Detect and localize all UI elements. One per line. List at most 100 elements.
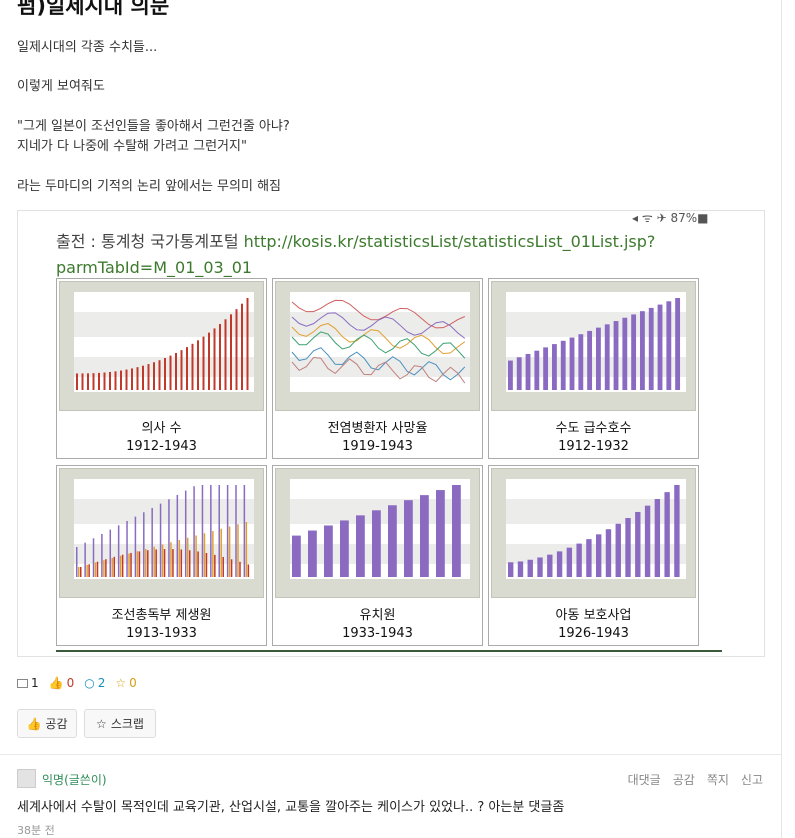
thumbnail-bar — [111, 558, 114, 577]
thumbnail-bar — [224, 319, 227, 390]
thumbnail-bar — [81, 373, 84, 390]
chart-thumbnail — [491, 468, 696, 598]
thumbnail-bar — [161, 544, 164, 577]
thumbnail-bar — [622, 317, 628, 390]
comment-actions: 대댓글 공감 쪽지 신고 — [628, 771, 763, 788]
post-line: 라는 두마디의 기적의 논리 앞에서는 무의미 해짐 — [17, 179, 281, 194]
thumbnail-bar — [247, 564, 250, 577]
comment-icon: ○ — [84, 676, 95, 690]
thumbnail-bar — [452, 485, 461, 577]
thumbnail-bar — [92, 373, 95, 390]
thumbnail-bar — [136, 367, 139, 390]
thumbnail-bar — [640, 311, 645, 390]
thumbnail-bar — [657, 304, 663, 390]
thumbnail-bar — [103, 372, 106, 390]
source-url-cont: parmTabId=M_01_03_01 — [56, 258, 253, 277]
thumbnail-bar — [126, 520, 128, 577]
plot-band — [290, 312, 470, 337]
thumbnail-bar — [125, 369, 128, 390]
thumbnail-bar — [388, 505, 397, 577]
chart-thumbnail — [59, 281, 264, 411]
comment-count: ○ 2 — [84, 676, 105, 690]
post-stats: 1 👍 0 ○ 2 ☆ 0 — [17, 676, 137, 690]
phone-status-bar: ◂ ᯤ ✈ 87%■ — [632, 211, 709, 225]
thumbnail-bar — [243, 485, 246, 577]
thumbnail-bar — [587, 330, 593, 390]
thumbnail-bar — [569, 337, 575, 390]
thumbnail-bar — [516, 357, 522, 390]
thumbnail-bar — [138, 551, 141, 577]
thumbnail-bar — [560, 340, 566, 390]
thumbnail-bar — [134, 516, 137, 577]
thumbnail-bar — [191, 343, 194, 390]
thumbnail-line — [291, 347, 466, 381]
thumbnail-bar — [101, 533, 103, 577]
thumbnail-bar — [635, 511, 641, 577]
thumbnail-bar — [664, 492, 670, 577]
thumbnail-line — [291, 322, 466, 355]
thumbnail-bar — [201, 485, 204, 577]
thumbnail-bar — [193, 486, 195, 577]
thumbnail-bar — [324, 525, 333, 577]
thumbnail-bar — [86, 564, 88, 577]
thumbnail-line — [291, 312, 466, 339]
embedded-screenshot: ◂ ᯤ ✈ 87%■ 출전 : 통계청 국가통계포털 http://kosis.… — [17, 210, 765, 657]
thumbnail-bar — [203, 533, 206, 577]
thumbnail-bar — [151, 507, 153, 577]
thumbnail-bar — [164, 358, 166, 390]
thumbnail-bar — [105, 559, 107, 577]
thumbnail-bar — [128, 553, 130, 577]
thumbnail-bar — [340, 520, 349, 577]
thumbnail-bar — [237, 524, 239, 577]
thumbnail-bar — [147, 364, 150, 390]
thumbnail-bar — [213, 328, 216, 390]
thumbnail-bar — [143, 512, 145, 577]
thumbnail-bar — [625, 518, 631, 577]
thumbnail-bar — [197, 551, 199, 577]
thumbnail-bar — [121, 554, 124, 577]
thumbnail-bar — [596, 534, 602, 577]
thumbs-up-icon: 👍 — [48, 676, 64, 690]
thumbnail-bar — [84, 542, 86, 577]
thumbnail-bar — [136, 551, 139, 577]
thumbnail-bar — [119, 555, 122, 577]
like-count-value: 0 — [66, 676, 75, 690]
thumbnail-bar — [214, 554, 216, 577]
thumbnail-bar — [644, 505, 651, 577]
reply-link[interactable]: 대댓글 — [627, 773, 661, 787]
thumbnail-bar — [158, 360, 161, 390]
thumbnail-bar — [175, 352, 177, 390]
comment-empathy-link[interactable]: 공감 — [672, 773, 695, 787]
thumbnail-bar — [527, 559, 533, 577]
thumbnail-bar — [226, 485, 229, 577]
thumbnail-bar — [163, 549, 166, 577]
thumbnail-bar — [98, 372, 100, 390]
thumbnail-bar — [109, 529, 112, 577]
thumbnail-bar — [420, 495, 429, 577]
thumbnail-bar — [613, 321, 619, 390]
plot-band — [74, 312, 254, 337]
thumbnail-bar — [80, 567, 82, 577]
thumbnail-bar — [153, 362, 155, 390]
thumbnail-bar — [208, 332, 210, 390]
avatar — [17, 769, 36, 788]
thumbnail-bar — [178, 540, 181, 577]
scrap-button[interactable]: ☆ 스크랩 — [84, 709, 156, 738]
thumbnail-bar — [76, 547, 78, 577]
thumbnail-bar — [241, 303, 243, 390]
empathy-button[interactable]: 👍 공감 — [17, 709, 77, 738]
thumbnail-bar — [186, 347, 188, 390]
thumbnail-line — [291, 331, 466, 359]
post-line: "그게 일본이 조선인들을 좋아해서 그런건줄 아냐? — [17, 119, 290, 134]
thumbnail-bar — [130, 552, 132, 577]
comment-text: 세계사에서 수탈이 목적인데 교육기관, 산업시설, 교통을 깔아주는 케이스가… — [17, 800, 565, 815]
thumbnail-bar — [78, 567, 80, 577]
thumbnail-bar — [245, 522, 248, 577]
star-icon: ☆ — [115, 676, 127, 690]
panel-years: 1926-1943 — [558, 626, 629, 641]
message-link[interactable]: 쪽지 — [706, 773, 729, 787]
image-count-value: 1 — [31, 676, 39, 690]
thumbnail-bar — [235, 309, 238, 390]
source-prefix: 출전 : 통계청 국가통계포털 — [56, 232, 244, 251]
report-link[interactable]: 신고 — [740, 773, 763, 787]
